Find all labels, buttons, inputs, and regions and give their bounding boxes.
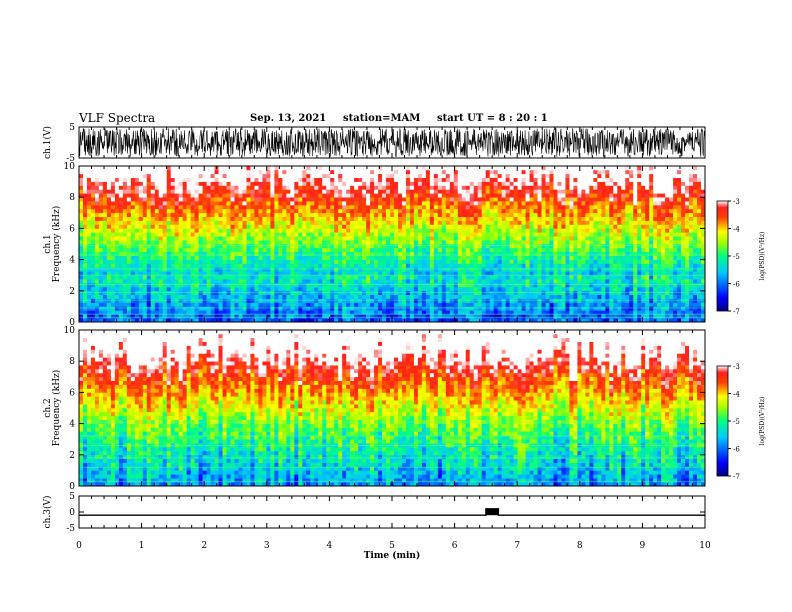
ch1-waveform-y-label: ch.1(V) bbox=[42, 126, 53, 159]
colorbar-label: log(PSD)(V²/Hz) bbox=[759, 397, 766, 446]
x-tick-label: 1 bbox=[139, 541, 145, 551]
ch1-spectrogram-y-label: ch.1 bbox=[43, 234, 53, 253]
x-tick-label: 10 bbox=[699, 541, 711, 551]
colorbar-tick-label: -6 bbox=[733, 281, 740, 289]
ch2-spectrogram-y-label: Frequency (kHz) bbox=[51, 370, 62, 447]
ch2-spectrogram-y-tick-label: 6 bbox=[69, 388, 75, 398]
ch3-waveform-line bbox=[79, 508, 705, 516]
ch1-spectrogram-y-tick-label: 6 bbox=[69, 224, 75, 234]
colorbar-ch2 bbox=[716, 365, 729, 477]
ch1-waveform-y-tick-label: 5 bbox=[69, 123, 75, 133]
station-label: station=MAM bbox=[343, 113, 421, 124]
ch3-waveform-y-label: ch.3(V) bbox=[42, 496, 53, 529]
colorbar-tick-label: -7 bbox=[733, 308, 740, 316]
x-axis-label: Time (min) bbox=[364, 550, 421, 561]
x-tick-label: 0 bbox=[76, 541, 82, 551]
start-time-label: start UT = 8 : 20 : 1 bbox=[437, 113, 548, 124]
ch2-spectrogram-y-label: ch.2 bbox=[43, 398, 53, 417]
colorbar-tick-label: -3 bbox=[733, 363, 740, 371]
colorbar-ch1 bbox=[716, 200, 729, 312]
ch3-waveform-y-tick-label: -5 bbox=[66, 524, 75, 534]
date-label: Sep. 13, 2021 bbox=[250, 113, 327, 124]
ch1-waveform-line bbox=[78, 127, 706, 158]
x-tick-label: 8 bbox=[577, 541, 583, 551]
ch1-spectrogram-y-label: Frequency (kHz) bbox=[51, 206, 62, 283]
x-tick-label: 5 bbox=[389, 541, 395, 551]
spectrogram-ch1 bbox=[79, 166, 706, 323]
colorbar-tick-label: -3 bbox=[733, 198, 740, 206]
figure-title: VLF Spectra bbox=[79, 111, 156, 125]
ch1-spectrogram-y-tick-label: 2 bbox=[69, 287, 75, 297]
x-tick-label: 6 bbox=[452, 541, 458, 551]
colorbar-tick-label: -5 bbox=[733, 418, 740, 426]
colorbar-tick-label: -6 bbox=[733, 446, 740, 454]
ch2-spectrogram-y-tick-label: 4 bbox=[69, 420, 75, 430]
ch1-spectrogram-y-tick-label: 4 bbox=[69, 256, 75, 266]
colorbar-label: log(PSD)(V²/Hz) bbox=[759, 232, 766, 281]
x-tick-label: 3 bbox=[264, 541, 270, 551]
x-tick-label: 7 bbox=[514, 541, 520, 551]
ch2-spectrogram-y-tick-label: 0 bbox=[69, 482, 75, 492]
ch3-waveform-y-tick-label: 0 bbox=[69, 508, 75, 518]
x-tick-label: 9 bbox=[640, 541, 646, 551]
colorbar-tick-label: -4 bbox=[733, 391, 740, 399]
ch1-spectrogram-y-tick-label: 0 bbox=[69, 318, 75, 328]
spectrogram-ch2 bbox=[79, 330, 706, 487]
colorbar-tick-label: -7 bbox=[733, 473, 740, 481]
x-tick-label: 2 bbox=[201, 541, 207, 551]
x-tick-label: 4 bbox=[327, 541, 333, 551]
colorbar-tick-label: -5 bbox=[733, 253, 740, 261]
ch1-spectrogram-y-tick-label: 10 bbox=[64, 162, 76, 172]
ch1-waveform-y-tick-label: -5 bbox=[66, 154, 75, 164]
ch2-spectrogram-y-tick-label: 10 bbox=[64, 326, 76, 336]
ch1-spectrogram-y-tick-label: 8 bbox=[69, 193, 75, 203]
ch3-waveform-y-tick-label: 5 bbox=[69, 492, 75, 502]
colorbar-tick-label: -4 bbox=[733, 226, 740, 234]
ch3-pulse-mark bbox=[485, 508, 499, 516]
ch2-spectrogram-y-tick-label: 8 bbox=[69, 357, 75, 367]
ch2-spectrogram-y-tick-label: 2 bbox=[69, 451, 75, 461]
